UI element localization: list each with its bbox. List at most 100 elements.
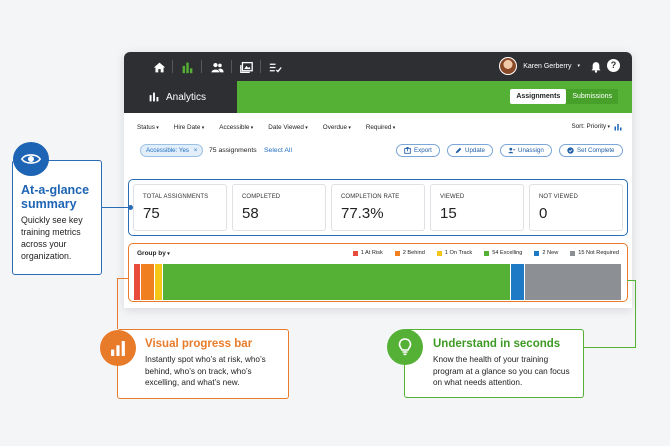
legend-swatch bbox=[484, 250, 490, 256]
metric-value: 15 bbox=[440, 205, 457, 222]
lightbulb-icon bbox=[387, 329, 423, 365]
callout-description: Know the health of your training program… bbox=[433, 355, 570, 387]
legend-label: 2 New bbox=[542, 250, 559, 256]
tab-submissions[interactable]: Submissions bbox=[566, 89, 618, 104]
metric-value: 0 bbox=[539, 205, 548, 222]
metric-label: NOT VIEWED bbox=[539, 194, 578, 200]
progress-panel: Group by 1 At Risk 2 Behind 1 On Track 54 E… bbox=[128, 243, 628, 302]
filter-bar: Status Hire Date Accessible Date Viewed … bbox=[124, 117, 632, 137]
progress-segment[interactable] bbox=[162, 264, 510, 300]
chart-toggle-icon[interactable] bbox=[614, 123, 622, 131]
update-button[interactable]: Update bbox=[447, 144, 493, 157]
callout-title: Visual progress bar bbox=[145, 338, 253, 350]
tab-assignments[interactable]: Assignments bbox=[510, 89, 567, 104]
user-menu[interactable]: Karen Gerberry ▾ bbox=[499, 57, 580, 75]
metrics-summary: TOTAL ASSIGNMENTS 75 COMPLETED 58 COMPLE… bbox=[128, 179, 628, 236]
callout-description: Instantly spot who’s at risk, who’s behi… bbox=[145, 355, 266, 387]
filter-status[interactable]: Status bbox=[137, 124, 159, 131]
metric-label: COMPLETED bbox=[242, 194, 281, 200]
set-complete-button[interactable]: Set Complete bbox=[559, 144, 623, 157]
progress-segment[interactable] bbox=[510, 264, 524, 300]
people-icon[interactable] bbox=[210, 60, 224, 74]
callout-description: Quickly see key training metrics across … bbox=[21, 215, 83, 261]
check-circle-icon bbox=[567, 147, 574, 154]
pencil-icon bbox=[455, 147, 462, 154]
avatar bbox=[499, 57, 518, 75]
set-complete-label: Set Complete bbox=[577, 147, 615, 154]
page-title: Analytics bbox=[166, 91, 207, 103]
update-label: Update bbox=[465, 147, 485, 154]
metric-card: COMPLETION RATE 77.3% bbox=[331, 184, 425, 231]
legend-swatch bbox=[436, 250, 442, 256]
filter-required[interactable]: Required bbox=[366, 124, 395, 131]
unassign-button[interactable]: Unassign bbox=[500, 144, 552, 157]
metric-value: 77.3% bbox=[341, 205, 384, 222]
analytics-app-window: Karen Gerberry ▾ ? Analytics Assignments… bbox=[124, 52, 632, 308]
nav-divider bbox=[201, 60, 202, 73]
callout-at-a-glance: At-a-glance summary Quickly see key trai… bbox=[12, 160, 102, 275]
connector-dot bbox=[128, 205, 133, 210]
top-navigation-bar: Karen Gerberry ▾ ? bbox=[124, 52, 632, 81]
user-name: Karen Gerberry bbox=[523, 62, 572, 70]
connector-line bbox=[102, 207, 131, 209]
filter-date-viewed[interactable]: Date Viewed bbox=[268, 124, 308, 131]
legend-swatch bbox=[394, 250, 400, 256]
legend-label: 2 Behind bbox=[402, 250, 425, 256]
filter-hire-date[interactable]: Hire Date bbox=[174, 124, 205, 131]
metric-value: 58 bbox=[242, 205, 259, 222]
export-button[interactable]: Export bbox=[396, 144, 440, 157]
metric-card: TOTAL ASSIGNMENTS 75 bbox=[133, 184, 227, 231]
user-minus-icon bbox=[508, 147, 515, 154]
legend-item: 54 Excelling bbox=[484, 250, 522, 256]
progress-legend: 1 At Risk 2 Behind 1 On Track 54 Excelling 2… bbox=[352, 250, 619, 256]
bar-chart-icon bbox=[100, 330, 136, 366]
select-all-link[interactable]: Select All bbox=[264, 147, 292, 154]
legend-label: 1 On Track bbox=[444, 250, 473, 256]
callout-visual-progress: Visual progress bar Instantly spot who’s… bbox=[117, 329, 289, 399]
legend-item: 2 Behind bbox=[394, 250, 425, 256]
nav-divider bbox=[231, 60, 232, 73]
legend-label: 1 At Risk bbox=[360, 250, 383, 256]
legend-item: 15 Not Required bbox=[570, 250, 619, 256]
connector-line bbox=[627, 280, 636, 282]
close-icon[interactable]: × bbox=[193, 147, 198, 154]
legend-swatch bbox=[352, 250, 358, 256]
checklist-icon[interactable] bbox=[268, 60, 282, 74]
group-by-dropdown[interactable]: Group by bbox=[137, 250, 170, 257]
media-icon[interactable] bbox=[239, 60, 253, 74]
export-icon bbox=[404, 147, 411, 154]
metric-value: 75 bbox=[143, 205, 160, 222]
page-title-block: Analytics bbox=[124, 81, 237, 113]
filter-overdue[interactable]: Overdue bbox=[323, 124, 351, 131]
metric-card: COMPLETED 58 bbox=[232, 184, 326, 231]
help-icon[interactable]: ? bbox=[607, 59, 620, 72]
progress-bar bbox=[134, 264, 622, 300]
callout-title: At-a-glance summary bbox=[21, 183, 90, 211]
eye-icon bbox=[13, 142, 49, 176]
filter-accessible[interactable]: Accessible bbox=[219, 124, 253, 131]
legend-item: 2 New bbox=[534, 250, 558, 256]
sort-dropdown[interactable]: Sort: Priority bbox=[571, 123, 610, 130]
metric-label: TOTAL ASSIGNMENTS bbox=[143, 194, 209, 200]
bell-icon[interactable] bbox=[590, 60, 602, 73]
unassign-label: Unassign bbox=[518, 147, 544, 154]
legend-item: 1 On Track bbox=[436, 250, 473, 256]
progress-segment[interactable] bbox=[155, 264, 162, 300]
page-header: Analytics Assignments Submissions bbox=[124, 81, 632, 113]
legend-swatch bbox=[570, 250, 576, 256]
chip-label: Accessible: Yes bbox=[146, 147, 189, 154]
analytics-icon[interactable] bbox=[180, 60, 194, 74]
chevron-down-icon: ▾ bbox=[577, 63, 580, 69]
actions-bar: Accessible: Yes × 75 assignments Select … bbox=[124, 140, 632, 162]
progress-segment[interactable] bbox=[524, 264, 622, 300]
callout-title: Understand in seconds bbox=[433, 338, 561, 350]
progress-segment[interactable] bbox=[134, 264, 141, 300]
metric-card: VIEWED 15 bbox=[430, 184, 524, 231]
active-filter-chip[interactable]: Accessible: Yes × bbox=[140, 144, 204, 157]
legend-label: 54 Excelling bbox=[492, 250, 523, 256]
connector-line bbox=[117, 278, 129, 280]
analytics-icon bbox=[149, 92, 159, 102]
home-icon[interactable] bbox=[152, 60, 166, 74]
progress-segment[interactable] bbox=[141, 264, 155, 300]
connector-line bbox=[584, 347, 636, 349]
